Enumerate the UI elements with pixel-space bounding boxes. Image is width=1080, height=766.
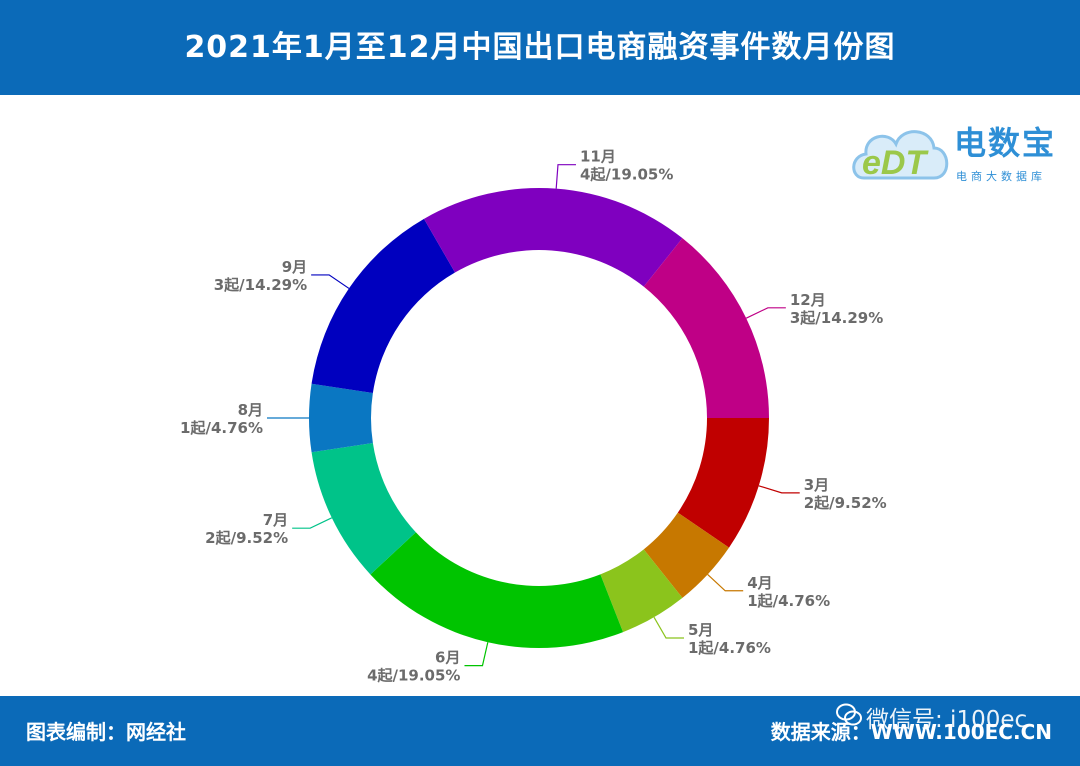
leader-line-5 (292, 517, 333, 529)
donut-slice-8 (424, 187, 683, 287)
leader-line-1 (758, 485, 800, 494)
donut-slice-7 (311, 218, 455, 393)
footer-bar: 图表编制：网经社 数据来源：WWW.100EC.CN (0, 696, 1080, 766)
slice-value-label-1: 2起/9.52% (804, 494, 887, 512)
leader-line-4 (464, 642, 489, 667)
donut-slice-1 (677, 418, 769, 548)
leader-line-3 (653, 616, 684, 639)
page-title: 2021年1月至12月中国出口电商融资事件数月份图 (184, 30, 896, 65)
leader-line-2 (707, 573, 744, 592)
slice-value-label-3: 1起/4.76% (688, 639, 771, 657)
footer-source: 数据来源：WWW.100EC.CN (770, 720, 1052, 744)
slice-value-label-5: 2起/9.52% (205, 529, 288, 547)
slice-value-label-9: 3起/14.29% (790, 309, 883, 327)
leader-line-8 (555, 164, 576, 189)
header-bar: 2021年1月至12月中国出口电商融资事件数月份图 (0, 0, 1080, 95)
watermark-text: 微信号: i100ec (866, 707, 1028, 733)
slice-month-label-6: 8月 (238, 401, 263, 419)
donut-slice-6 (309, 383, 373, 453)
slice-value-label-7: 3起/14.29% (214, 276, 307, 294)
slice-value-label-8: 4起/19.05% (580, 166, 673, 184)
donut-slice-2 (643, 512, 730, 598)
footer-credit: 图表编制：网经社 (26, 720, 186, 744)
wechat-watermark: 微信号: i100ec (836, 700, 1066, 734)
slice-value-label-2: 1起/4.76% (747, 592, 830, 610)
slice-month-label-1: 3月 (804, 476, 829, 494)
logo-subtitle: 电商大数据库 (956, 170, 1046, 183)
cloud-logo-icon: eDT (852, 130, 949, 182)
brand-logo: eDT 电数宝 电商大数据库 (848, 108, 1070, 190)
donut-slice-3 (600, 549, 683, 633)
slice-value-label-6: 1起/4.76% (180, 419, 263, 437)
donut-slice-4 (370, 532, 624, 648)
slice-month-label-5: 7月 (263, 511, 288, 529)
slice-month-label-9: 12月 (790, 291, 826, 309)
wechat-icon (836, 703, 862, 726)
logo-brand-text: 电数宝 (954, 124, 1057, 162)
leader-line-9 (745, 307, 786, 319)
slice-value-label-4: 4起/19.05% (367, 667, 460, 685)
slice-month-label-7: 9月 (282, 258, 307, 276)
slice-month-label-2: 4月 (747, 574, 772, 592)
svg-text:eDT: eDT (862, 144, 929, 182)
donut-slice-5 (311, 443, 416, 575)
slice-month-label-8: 11月 (580, 148, 616, 166)
slice-month-label-3: 5月 (688, 621, 713, 639)
donut-slice-9 (643, 238, 769, 418)
leader-line-7 (311, 274, 350, 289)
donut-chart: 3月2起/9.52%4月1起/4.76%5月1起/4.76%6月4起/19.05… (180, 148, 887, 685)
slice-month-label-4: 6月 (435, 649, 460, 667)
